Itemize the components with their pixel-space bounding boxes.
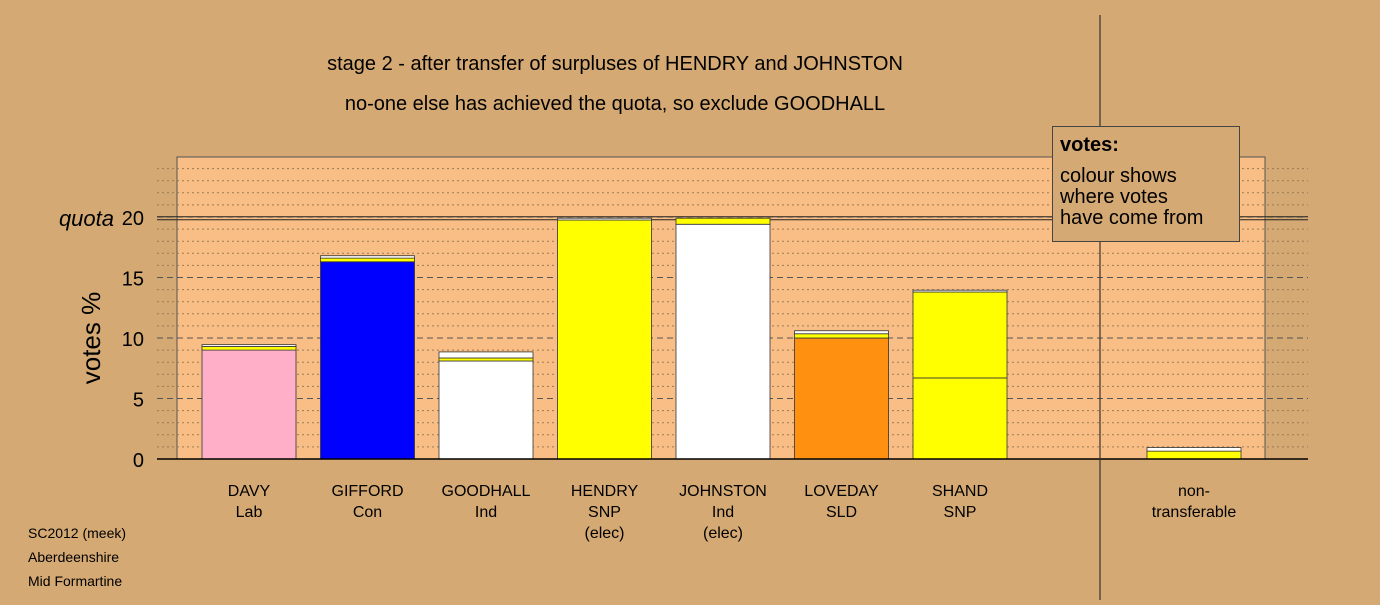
bar-segment [201, 344, 297, 347]
bar-segment [912, 291, 1008, 379]
x-category-label: SHAND [932, 483, 988, 500]
legend-title: votes: [1060, 134, 1119, 156]
y-tick-label: 0 [133, 450, 144, 472]
bar-segment [201, 349, 297, 460]
nontransferable-bar-segment [1146, 450, 1242, 460]
quota-label: quota [59, 206, 114, 231]
footer-election: SC2012 (meek) [28, 525, 127, 541]
legend-box: votes: colour shows where votes have com… [1052, 126, 1240, 242]
x-category-label: DAVY [228, 483, 271, 500]
x-category-label: Ind [475, 504, 497, 521]
y-tick-label: 20 [122, 208, 144, 230]
x-category-label: SNP [588, 504, 621, 521]
legend-line: have come from [1060, 207, 1204, 229]
bar-segment [794, 330, 889, 335]
bar-segment [912, 377, 1008, 460]
x-category-label: SLD [826, 504, 857, 521]
x-category-label: GOODHALL [442, 483, 531, 500]
bar-segment [557, 219, 652, 460]
y-tick-label: 5 [133, 390, 144, 412]
x-category-label: (elec) [703, 525, 743, 542]
nontransferable-bar-segment [1146, 447, 1242, 452]
bar-segment [201, 346, 297, 351]
x-category-label: HENDRY [571, 483, 639, 500]
footer-ward: Mid Formartine [28, 573, 123, 589]
x-category-label: JOHNSTON [679, 483, 767, 500]
nontransferable-label: non- [1178, 483, 1210, 500]
y-tick-label: 10 [122, 329, 144, 351]
bar-segment [794, 333, 889, 339]
x-category-label: Lab [236, 504, 263, 521]
bar-segment [794, 337, 889, 460]
legend-line: colour shows [1060, 165, 1177, 187]
bar-segment [438, 357, 534, 362]
bar-segment [675, 217, 771, 225]
bar-segment [320, 261, 415, 460]
footer-council: Aberdeenshire [28, 549, 120, 565]
x-category-label: Con [353, 504, 382, 521]
bar-segment [912, 289, 1008, 293]
x-category-label: GIFFORD [332, 483, 404, 500]
legend-line: where votes [1060, 186, 1168, 208]
x-category-label: SNP [944, 504, 977, 521]
x-category-label: (elec) [584, 525, 624, 542]
bar-segment [557, 217, 652, 221]
bar-segment [675, 223, 771, 460]
y-axis-label: votes % [76, 292, 106, 385]
nontransferable-label: transferable [1152, 504, 1237, 521]
bar-segment [438, 351, 534, 359]
bar-segment [320, 257, 415, 263]
bar-segment [320, 255, 415, 259]
x-category-label: LOVEDAY [804, 483, 879, 500]
y-tick-label: 15 [122, 269, 144, 291]
bar-segment [438, 360, 534, 460]
chart-title-line-2: no-one else has achieved the quota, so e… [344, 93, 886, 115]
x-category-label: Ind [712, 504, 734, 521]
chart-title-line-1: stage 2 - after transfer of surpluses of… [327, 53, 903, 75]
